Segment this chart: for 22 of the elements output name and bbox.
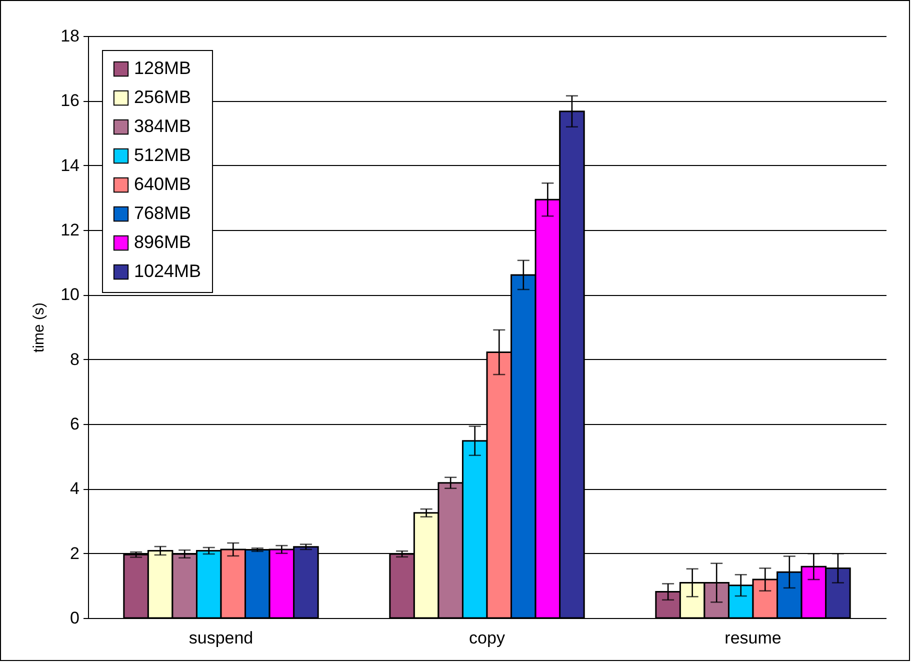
y-tick-label: 14 — [60, 156, 80, 175]
y-axis-title: time (s) — [30, 302, 48, 352]
legend-label: 1024MB — [134, 261, 202, 281]
legend-label: 512MB — [134, 145, 192, 165]
y-tick-label: 6 — [70, 414, 80, 434]
y-tick-label: 18 — [60, 26, 80, 46]
y-tick-label: 12 — [60, 220, 80, 240]
legend-label: 896MB — [134, 232, 192, 252]
y-tick-label: 10 — [60, 285, 80, 304]
legend-label: 128MB — [134, 58, 192, 78]
y-tick-label: 0 — [70, 608, 80, 628]
x-tick-label: resume — [724, 628, 782, 648]
legend-label: 256MB — [134, 87, 192, 107]
legend-label: 640MB — [134, 174, 192, 194]
y-tick-label: 4 — [70, 479, 80, 498]
x-tick-label: suspend — [188, 628, 254, 648]
legend-label: 768MB — [134, 203, 192, 223]
y-tick-label: 16 — [60, 91, 80, 110]
y-tick-label: 8 — [70, 350, 80, 369]
x-tick-label: copy — [469, 628, 506, 648]
legend-label: 384MB — [134, 116, 192, 136]
y-tick-label: 2 — [70, 544, 80, 563]
